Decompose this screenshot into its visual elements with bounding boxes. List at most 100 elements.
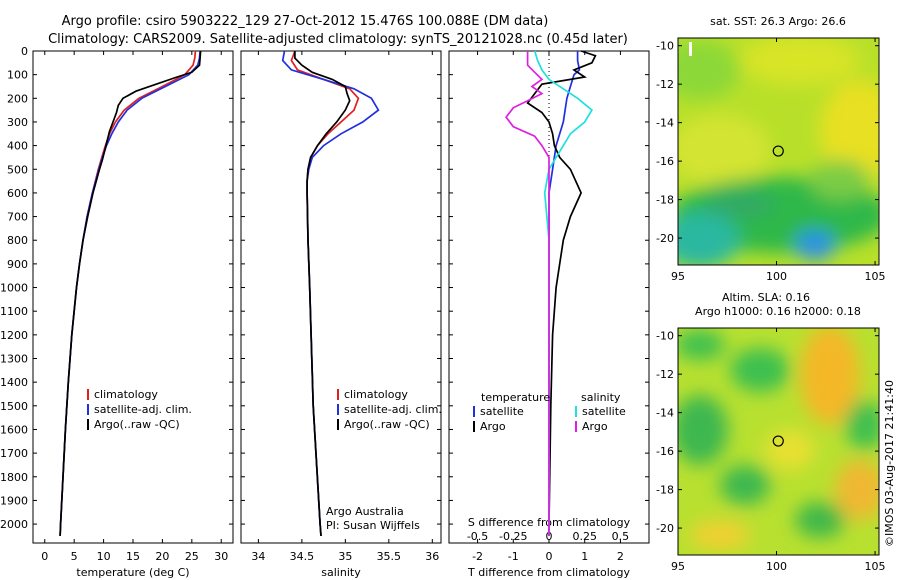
x-tick-label-salinity: -0.25 (499, 530, 527, 543)
title-line2: Climatology: CARS2009. Satellite-adjuste… (48, 32, 628, 47)
series-line (294, 51, 351, 536)
map-x-tick-label: 100 (766, 560, 787, 573)
y-tick-label: 1900 (0, 494, 28, 507)
salinity-profile-panel: 34 34.5 35 35.5 36 salinity climatology satelli… (240, 50, 442, 579)
map-x-tick-label: 95 (671, 560, 685, 573)
y-tick-label: 300 (7, 116, 28, 129)
legend-title-temperature: temperature (481, 391, 550, 404)
x-tick-label: 0 (41, 550, 48, 563)
map-y-tick-label: -16 (656, 445, 674, 458)
y-tick-label: 500 (7, 163, 28, 176)
y-tick-label: 1100 (0, 305, 28, 318)
x-tick-label: 0 (546, 550, 553, 563)
sst-map-title: sat. SST: 26.3 Argo: 26.6 (710, 15, 846, 28)
legend-label: Argo(..raw -QC) (344, 418, 430, 431)
y-tick-label: 1400 (0, 376, 28, 389)
map-y-tick-label: -10 (656, 40, 674, 53)
y-tick-label: 1700 (0, 447, 28, 460)
x-tick-label: 34 (251, 550, 265, 563)
legend-label: climatology (94, 388, 158, 401)
x-axis-label: T difference from climatology (467, 566, 630, 579)
series-line (505, 51, 550, 536)
sst-map-panel: sat. SST: 26.3 Argo: 26.6 95 100 105 -10 -12… (656, 15, 886, 283)
map-x-tick-label: 100 (766, 270, 787, 283)
y-tick-label: 600 (7, 187, 28, 200)
map-y-tick-label: -20 (656, 522, 674, 535)
legend-label: climatology (344, 388, 408, 401)
panel-frame (240, 50, 442, 544)
x-tick-label: 34.5 (290, 550, 315, 563)
temperature-profile-panel: 0100200300400500600700800900100011001200… (0, 45, 234, 579)
copyright-stamp: ©IMOS 03-Aug-2017 21:41:40 (883, 380, 896, 547)
y-tick-label: 200 (7, 92, 28, 105)
x-tick-label: 30 (214, 550, 228, 563)
legend-label: satellite (582, 405, 626, 418)
y-tick-label: 800 (7, 234, 28, 247)
x-tick-label: 35.5 (377, 550, 402, 563)
sla-map-title-line1: Altim. SLA: 0.16 (722, 291, 810, 304)
x-tick-label: -2 (472, 550, 483, 563)
map-y-tick-label: -14 (656, 117, 674, 130)
x-tick-label: 2 (617, 550, 624, 563)
series-line (281, 50, 380, 536)
map-y-tick-label: -12 (656, 78, 674, 91)
x-tick-label: 25 (185, 550, 199, 563)
annotation-text: PI: Susan Wijffels (326, 519, 420, 532)
series-line (59, 50, 201, 536)
x-axis-label: temperature (deg C) (76, 566, 189, 579)
y-tick-label: 900 (7, 258, 28, 271)
y-tick-label: 1600 (0, 423, 28, 436)
series-line (59, 50, 197, 536)
y-tick-label: 1200 (0, 329, 28, 342)
sla-map-panel: Altim. SLA: 0.16 Argo h1000: 0.16 h2000:… (656, 291, 886, 573)
sla-map-frame (677, 327, 880, 556)
argo-position-marker (772, 145, 784, 157)
y-tick-label: 1300 (0, 353, 28, 366)
x-tick-label: 10 (97, 550, 111, 563)
map-y-tick-label: -18 (656, 484, 674, 497)
legend-label: satellite-adj. clim. (344, 403, 442, 416)
sla-heatmap (678, 328, 879, 555)
map-y-tick-label: -10 (656, 330, 674, 343)
map-y-tick-label: -14 (656, 407, 674, 420)
x-tick-label: 35 (338, 550, 352, 563)
y-tick-label: 700 (7, 211, 28, 224)
x-tick-label: -1 (508, 550, 519, 563)
y-tick-label: 100 (7, 69, 28, 82)
y-tick-label: 1800 (0, 471, 28, 484)
x-tick-label: 5 (71, 550, 78, 563)
series-line (548, 51, 581, 536)
y-tick-label: 1500 (0, 400, 28, 413)
x-tick-label-salinity: 0.5 (612, 530, 630, 543)
sst-map-frame (677, 37, 880, 266)
map-y-tick-label: -16 (656, 155, 674, 168)
title-line1: Argo profile: csiro 5903222_129 27-Oct-2… (62, 14, 549, 29)
x-tick-label: 1 (581, 550, 588, 563)
map-x-tick-label: 95 (671, 270, 685, 283)
x-axis-label: salinity (321, 566, 361, 579)
y-tick-label: 0 (21, 45, 28, 58)
legend-title-salinity: salinity (581, 391, 621, 404)
y-tick-label: 1000 (0, 282, 28, 295)
map-y-tick-label: -18 (656, 194, 674, 207)
y-tick-label: 2000 (0, 518, 28, 531)
x-tick-label: 15 (126, 550, 140, 563)
argo-position-marker (772, 435, 784, 447)
series-line (526, 50, 597, 536)
x-tick-label-salinity: 0.25 (572, 530, 597, 543)
x-tick-label-salinity: -0.5 (467, 530, 488, 543)
map-y-tick-label: -20 (656, 232, 674, 245)
legend-label: satellite-adj. clim. (94, 403, 192, 416)
map-x-tick-label: 105 (865, 270, 886, 283)
series-line (290, 50, 360, 536)
sst-heatmap (678, 38, 879, 265)
x-tick-label: 20 (155, 550, 169, 563)
legend-label: Argo (582, 420, 608, 433)
x-tick-label: 36 (425, 550, 439, 563)
map-x-tick-label: 105 (865, 560, 886, 573)
legend-label: Argo (480, 420, 506, 433)
y-tick-label: 400 (7, 140, 28, 153)
series-line (59, 50, 202, 536)
